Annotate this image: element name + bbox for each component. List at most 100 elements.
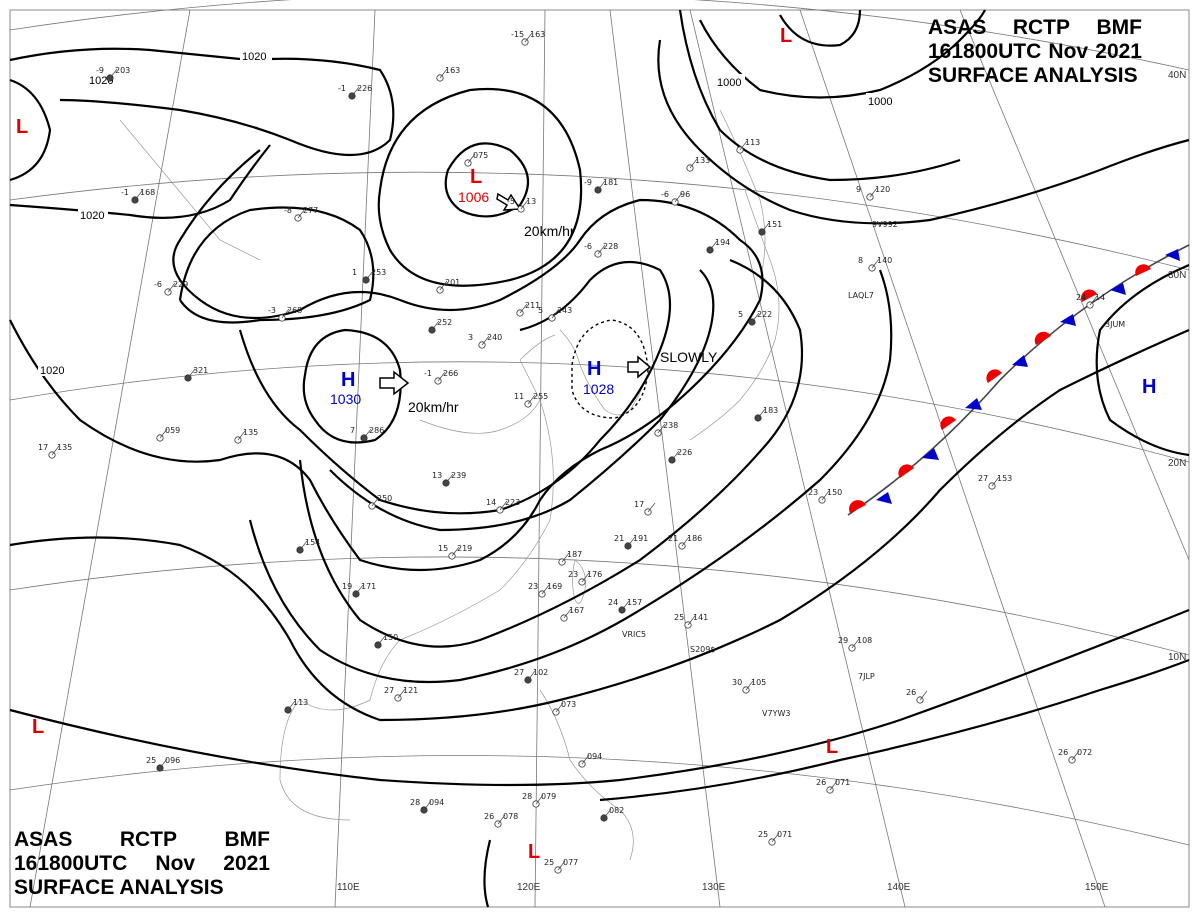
lat-label: 20N <box>1168 458 1186 469</box>
station-pressure: 071 <box>835 778 850 787</box>
header-time: 161800UTC <box>14 852 128 875</box>
station-pressure: 094 <box>587 752 602 761</box>
wind-barb <box>681 536 690 547</box>
lon-label: 130E <box>702 882 726 893</box>
station-temperature: 28 <box>410 798 420 807</box>
station-temperature: 25 <box>758 830 768 839</box>
header-line-2: 161800UTC Nov 2021 <box>14 852 270 876</box>
station-plot: 26 <box>906 688 928 704</box>
wind-barb <box>51 445 60 456</box>
isobar-label: 1000 <box>717 77 741 89</box>
station-pressure: 071 <box>777 830 792 839</box>
wind-barb <box>451 546 460 557</box>
ship-id: S209$ <box>690 645 715 654</box>
isobar-low-inner <box>444 142 530 218</box>
stationary-front <box>847 244 1190 516</box>
station-plot: 238 <box>654 421 678 437</box>
station-plot: 27 102 <box>514 668 548 684</box>
station-temperature: 27 <box>514 668 524 677</box>
station-pressure: 228 <box>603 242 618 251</box>
station-plot: 29 108 <box>838 636 872 652</box>
station-plot: 226 <box>668 448 692 464</box>
station-pressure: 120 <box>875 185 890 194</box>
wind-barb <box>520 199 529 210</box>
isobar-1020-b <box>9 144 271 219</box>
wind-barb <box>647 502 656 513</box>
station-plot: 059 <box>156 426 180 442</box>
station-pressure: 113 <box>293 698 308 707</box>
station-pressure: 150 <box>827 488 842 497</box>
station-temperature: 28 <box>522 792 532 801</box>
front-cold-triangles <box>876 249 1180 504</box>
header-line-1: ASAS RCTP BMF <box>14 828 270 852</box>
station-pressure: 239 <box>451 471 466 480</box>
wind-barb <box>771 832 780 843</box>
motion-arrow-low-1006 <box>496 192 522 211</box>
station-temperature: 19 <box>342 582 352 591</box>
isobar-outer-3 <box>329 269 715 532</box>
wind-barb <box>555 702 564 713</box>
station-plot: 25 141 <box>674 613 708 629</box>
high-pressure-value: 1028 <box>583 381 614 397</box>
isobar-south-1 <box>9 608 1190 787</box>
coast-korea <box>559 329 646 416</box>
station-temperature: 21 <box>614 534 624 543</box>
station-temperature: 29 <box>838 636 848 645</box>
station-plot: -1 226 <box>338 84 372 100</box>
lat-label: 40N <box>1168 70 1186 81</box>
station-pressure: 157 <box>627 598 642 607</box>
station-pressure: 203 <box>115 66 130 75</box>
isobar-labels: 1020 1020 1020 1020 1000 1000 <box>38 48 896 377</box>
high-symbol: H <box>341 369 355 391</box>
wind-barb <box>821 490 830 501</box>
station-plot: 163 <box>436 66 460 82</box>
meridian-130e <box>609 9 721 908</box>
station-pressure: 163 <box>445 66 460 75</box>
station-pressure: 321 <box>193 366 208 375</box>
lat-label: 10N <box>1168 652 1186 663</box>
station-pressure: 226 <box>357 84 372 93</box>
station-temperature: 26 <box>816 778 826 787</box>
meridian-100e <box>29 9 191 908</box>
ship-id: V7YW3 <box>762 709 790 718</box>
wind-barb <box>439 68 448 79</box>
station-plot: -5 13 <box>507 197 536 213</box>
station-pressure: 135 <box>57 443 72 452</box>
low-symbol: L <box>826 736 838 758</box>
station-pressure: 238 <box>663 421 678 430</box>
header-line-1: ASAS RCTP BMF <box>928 16 1142 40</box>
station-temperature: 25 <box>146 756 156 765</box>
isobar-label: 1020 <box>242 51 266 63</box>
station-pressure: 171 <box>361 582 376 591</box>
coast-mongolia <box>119 119 261 261</box>
wind-barb <box>757 408 766 419</box>
wind-barb <box>167 282 176 293</box>
station-plot: -15 163 <box>511 30 545 46</box>
station-plot: 25 071 <box>758 830 792 846</box>
header-line-2: 161800UTC Nov 2021 <box>928 40 1142 64</box>
station-pressure: 094 <box>429 798 444 807</box>
station-temperature: 1 <box>352 268 357 277</box>
station-pressure: 135 <box>243 428 258 437</box>
isobar-ne-inner <box>779 9 862 47</box>
header-month: Nov <box>155 852 196 875</box>
graticule <box>9 0 1190 908</box>
wind-barb <box>919 690 928 701</box>
station-temperature: 3 <box>468 333 473 342</box>
station-pressure: 183 <box>763 406 778 415</box>
header-product: BMF <box>224 828 271 851</box>
station-pressure: 102 <box>533 668 548 677</box>
wind-barb <box>351 86 360 97</box>
station-temperature: 23 <box>808 488 818 497</box>
station-plot: 252 <box>428 318 452 334</box>
wind-barb <box>431 320 440 331</box>
station-plot: 24 14 <box>1076 293 1105 309</box>
station-plot: 9 120 <box>856 185 890 201</box>
station-pressure: 133 <box>695 156 710 165</box>
header-top-right: ASAS RCTP BMF 161800UTC Nov 2021 SURFACE… <box>928 16 1142 88</box>
map-border <box>9 9 1190 908</box>
station-pressure: 194 <box>715 238 730 247</box>
station-pressure: 073 <box>561 700 576 709</box>
station-pressure: 105 <box>751 678 766 687</box>
